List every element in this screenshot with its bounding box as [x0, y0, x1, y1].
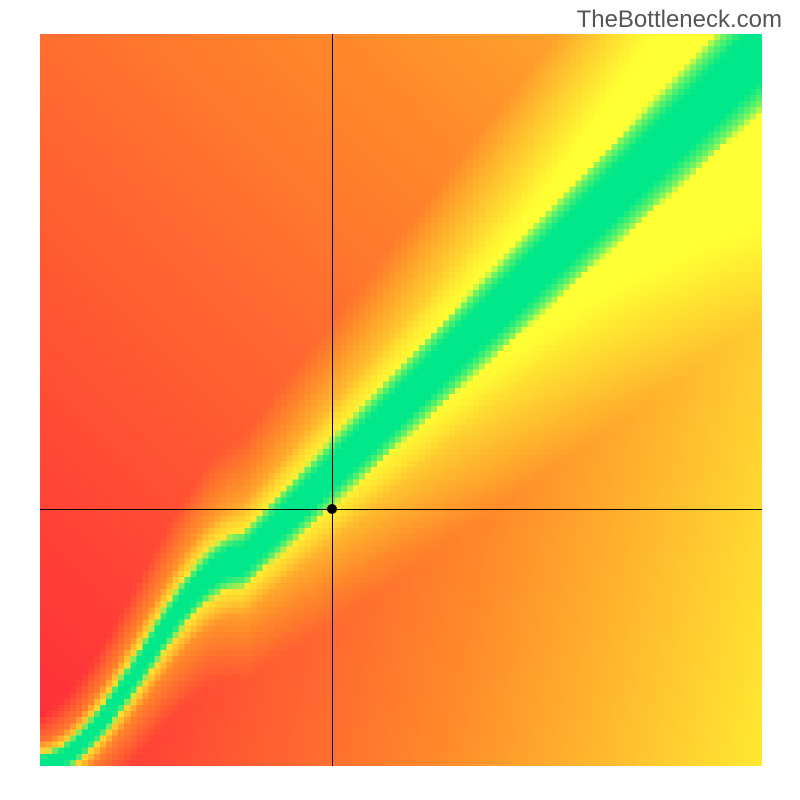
- crosshair-dot: [327, 504, 337, 514]
- crosshair-vertical: [332, 34, 333, 766]
- heatmap-canvas: [40, 34, 762, 766]
- plot-frame: [40, 34, 762, 766]
- root-container: TheBottleneck.com: [0, 0, 800, 800]
- crosshair-horizontal: [40, 509, 762, 510]
- watermark-text: TheBottleneck.com: [577, 6, 782, 34]
